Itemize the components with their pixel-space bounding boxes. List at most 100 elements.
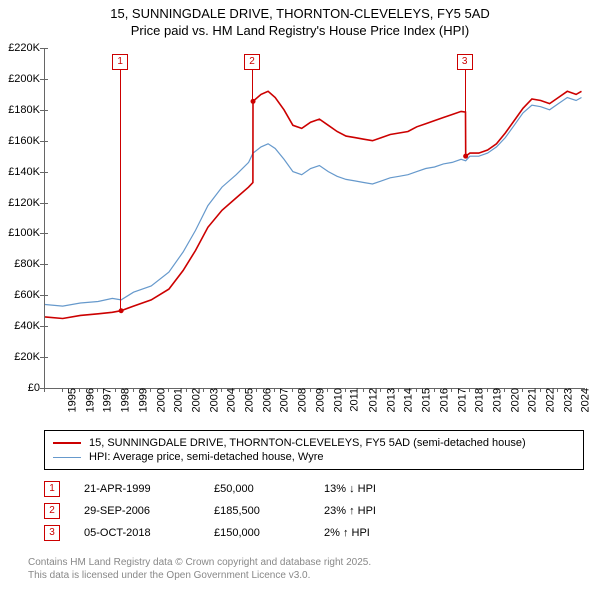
x-tick-label: 1998 (120, 388, 132, 412)
y-tick-label: £40K (0, 320, 44, 332)
legend-swatch (53, 442, 81, 444)
y-tick-label: £180K (0, 104, 44, 116)
transaction-price: £150,000 (214, 527, 324, 539)
transaction-date: 29-SEP-2006 (84, 505, 214, 517)
x-tick-mark (540, 388, 541, 392)
transaction-row: 3 05-OCT-2018£150,0002% ↑ HPI (44, 522, 434, 544)
x-tick-mark (345, 388, 346, 392)
transaction-marker-pin (120, 70, 121, 311)
x-tick-mark (469, 388, 470, 392)
x-tick-label: 2003 (208, 388, 220, 412)
legend-item: HPI: Average price, semi-detached house,… (53, 450, 575, 464)
x-tick-mark (44, 388, 45, 392)
x-tick-label: 2009 (314, 388, 326, 412)
x-tick-label: 2007 (279, 388, 291, 412)
transaction-index: 2 (44, 503, 60, 519)
x-tick-label: 2014 (403, 388, 415, 412)
x-tick-mark (168, 388, 169, 392)
title-line-1: 15, SUNNINGDALE DRIVE, THORNTON-CLEVELEY… (0, 6, 600, 23)
x-tick-mark (292, 388, 293, 392)
x-tick-label: 2016 (438, 388, 450, 412)
transaction-delta: 2% ↑ HPI (324, 527, 434, 539)
x-tick-label: 2019 (491, 388, 503, 412)
x-tick-mark (97, 388, 98, 392)
x-tick-mark (504, 388, 505, 392)
x-tick-mark (522, 388, 523, 392)
x-tick-mark (557, 388, 558, 392)
x-tick-label: 2006 (261, 388, 273, 412)
x-tick-label: 2021 (527, 388, 539, 412)
y-tick-label: £140K (0, 166, 44, 178)
y-tick-label: £0 (0, 382, 44, 394)
x-tick-label: 2012 (367, 388, 379, 412)
x-tick-mark (203, 388, 204, 392)
transaction-date: 21-APR-1999 (84, 483, 214, 495)
x-tick-mark (150, 388, 151, 392)
x-tick-label: 2022 (545, 388, 557, 412)
transaction-marker-pin (465, 70, 466, 156)
x-tick-mark (186, 388, 187, 392)
y-tick-label: £160K (0, 135, 44, 147)
legend: 15, SUNNINGDALE DRIVE, THORNTON-CLEVELEY… (44, 430, 584, 470)
x-tick-mark (380, 388, 381, 392)
legend-label: 15, SUNNINGDALE DRIVE, THORNTON-CLEVELEY… (89, 437, 526, 449)
transaction-price: £185,500 (214, 505, 324, 517)
footer-line-2: This data is licensed under the Open Gov… (28, 569, 371, 582)
x-tick-label: 1999 (137, 388, 149, 412)
x-tick-label: 2008 (297, 388, 309, 412)
x-tick-mark (256, 388, 257, 392)
x-tick-mark (398, 388, 399, 392)
x-tick-label: 2017 (456, 388, 468, 412)
x-tick-label: 2001 (173, 388, 185, 412)
x-tick-label: 2011 (349, 388, 361, 412)
x-tick-mark (221, 388, 222, 392)
x-tick-label: 1996 (84, 388, 96, 412)
x-tick-mark (239, 388, 240, 392)
x-tick-label: 1995 (66, 388, 78, 412)
x-tick-mark (451, 388, 452, 392)
y-tick-label: £20K (0, 351, 44, 363)
x-tick-mark (274, 388, 275, 392)
transaction-index: 3 (44, 525, 60, 541)
transaction-marker: 1 (112, 54, 128, 70)
x-tick-mark (133, 388, 134, 392)
y-tick-label: £80K (0, 258, 44, 270)
price-chart (44, 48, 585, 389)
footer-line-1: Contains HM Land Registry data © Crown c… (28, 556, 371, 569)
legend-label: HPI: Average price, semi-detached house,… (89, 451, 323, 463)
x-tick-label: 2005 (244, 388, 256, 412)
transaction-delta: 13% ↓ HPI (324, 483, 434, 495)
transaction-index: 1 (44, 481, 60, 497)
series-line (45, 98, 582, 307)
x-tick-label: 2024 (580, 388, 592, 412)
x-tick-label: 2004 (226, 388, 238, 412)
legend-item: 15, SUNNINGDALE DRIVE, THORNTON-CLEVELEY… (53, 436, 575, 450)
y-tick-label: £60K (0, 289, 44, 301)
transaction-row: 1 21-APR-1999£50,00013% ↓ HPI (44, 478, 434, 500)
x-tick-mark (62, 388, 63, 392)
title-line-2: Price paid vs. HM Land Registry's House … (0, 23, 600, 40)
x-tick-label: 2023 (562, 388, 574, 412)
x-tick-label: 2015 (421, 388, 433, 412)
x-tick-label: 1997 (102, 388, 114, 412)
y-tick-label: £200K (0, 73, 44, 85)
x-tick-mark (327, 388, 328, 392)
x-tick-label: 2013 (385, 388, 397, 412)
x-tick-mark (363, 388, 364, 392)
y-tick-label: £100K (0, 227, 44, 239)
transaction-date: 05-OCT-2018 (84, 527, 214, 539)
x-tick-label: 2020 (509, 388, 521, 412)
transaction-marker: 2 (244, 54, 260, 70)
x-tick-mark (416, 388, 417, 392)
footer-attribution: Contains HM Land Registry data © Crown c… (28, 556, 371, 582)
x-tick-mark (310, 388, 311, 392)
x-tick-label: 2000 (155, 388, 167, 412)
y-tick-label: £220K (0, 42, 44, 54)
transactions-table: 1 21-APR-1999£50,00013% ↓ HPI 2 29-SEP-2006… (44, 478, 434, 544)
transaction-price: £50,000 (214, 483, 324, 495)
y-tick-label: £120K (0, 197, 44, 209)
x-tick-mark (434, 388, 435, 392)
x-tick-mark (115, 388, 116, 392)
x-tick-mark (79, 388, 80, 392)
transaction-marker: 3 (457, 54, 473, 70)
